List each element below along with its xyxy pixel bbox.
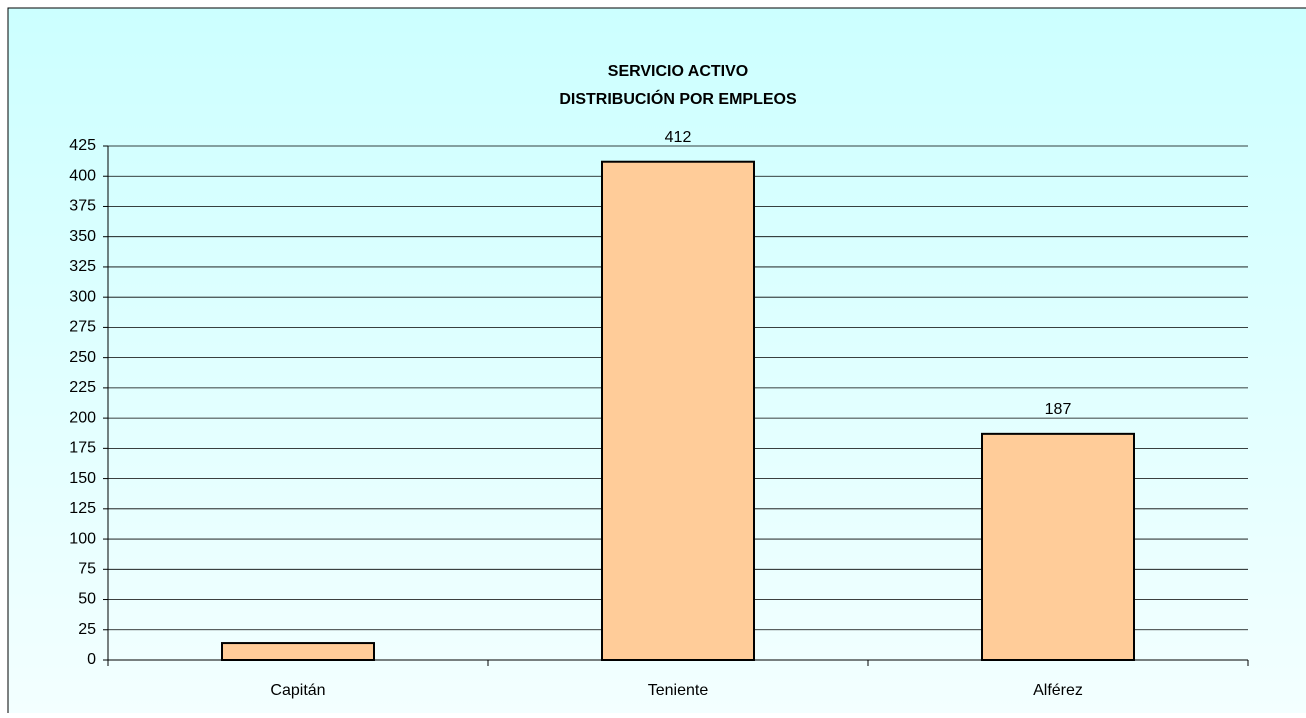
y-tick-label: 200 xyxy=(69,409,96,426)
y-tick-label: 150 xyxy=(69,470,96,487)
y-tick-label: 425 xyxy=(69,137,96,154)
y-tick-label: 350 xyxy=(69,228,96,245)
bar xyxy=(981,432,1135,661)
y-tick-label: 375 xyxy=(69,198,96,215)
y-tick-label: 300 xyxy=(69,288,96,305)
y-tick-label: 50 xyxy=(78,591,96,608)
x-tick-label: Alférez xyxy=(1033,682,1083,699)
y-tick-label: 250 xyxy=(69,349,96,366)
x-tick-label: Capitán xyxy=(270,682,325,699)
y-tick-label: 225 xyxy=(69,379,96,396)
bar xyxy=(601,160,755,661)
chart-subtitle: DISTRIBUCIÓN POR EMPLEOS xyxy=(559,89,797,108)
y-tick-label: 25 xyxy=(78,621,96,638)
y-tick-label: 125 xyxy=(69,500,96,517)
y-tick-label: 75 xyxy=(78,561,96,578)
y-tick-label: 175 xyxy=(69,440,96,457)
y-tick-label: 400 xyxy=(69,167,96,184)
chart-title: SERVICIO ACTIVO xyxy=(608,63,748,80)
data-label: 187 xyxy=(1045,401,1072,418)
x-tick-label: Teniente xyxy=(648,682,709,699)
y-tick-label: 275 xyxy=(69,319,96,336)
y-tick-label: 0 xyxy=(87,651,96,668)
data-label: 412 xyxy=(665,129,692,146)
y-tick-label: 325 xyxy=(69,258,96,275)
y-tick-label: 100 xyxy=(69,530,96,547)
bar xyxy=(221,642,375,662)
